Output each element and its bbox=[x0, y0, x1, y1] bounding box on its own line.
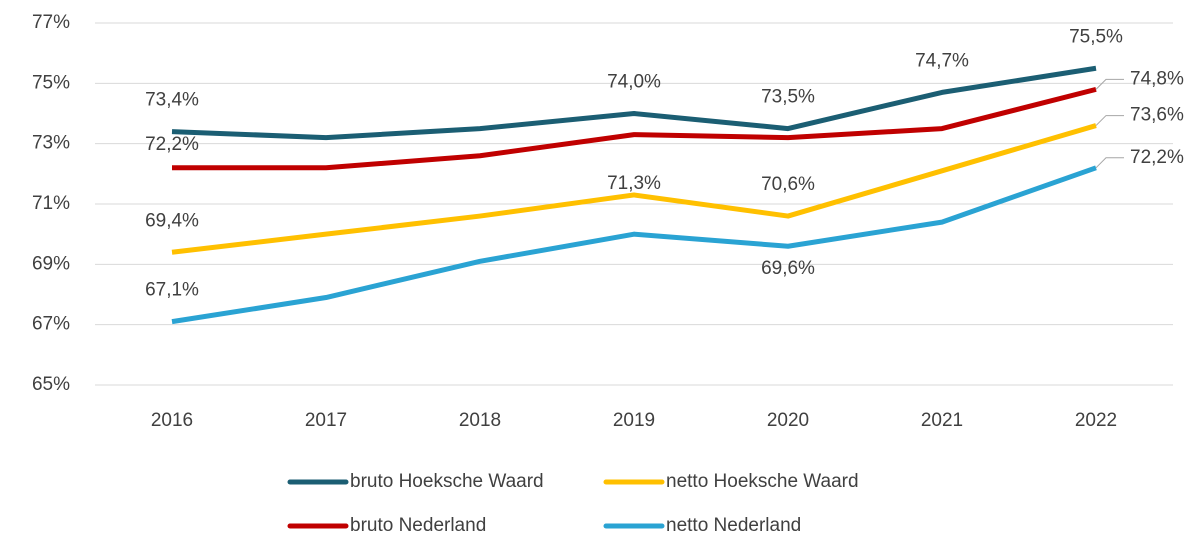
y-tick-label: 69% bbox=[32, 253, 70, 274]
data-label: 67,1% bbox=[145, 280, 199, 301]
legend-label: bruto Nederland bbox=[350, 515, 486, 536]
label-leader bbox=[1095, 78, 1124, 90]
x-tick-label: 2019 bbox=[613, 410, 655, 431]
legend-label: bruto Hoeksche Waard bbox=[350, 471, 544, 492]
y-tick-label: 65% bbox=[32, 374, 70, 395]
data-label: 75,5% bbox=[1069, 26, 1123, 47]
x-tick-label: 2022 bbox=[1075, 410, 1117, 431]
data-label: 73,5% bbox=[761, 87, 815, 108]
data-label: 69,6% bbox=[761, 258, 815, 279]
y-tick-label: 71% bbox=[32, 193, 70, 214]
data-label: 73,4% bbox=[145, 90, 199, 111]
series-line bbox=[171, 123, 1097, 255]
series-line bbox=[171, 65, 1097, 141]
data-label: 73,6% bbox=[1130, 105, 1184, 126]
data-label: 69,4% bbox=[145, 210, 199, 231]
x-tick-label: 2018 bbox=[459, 410, 501, 431]
data-label: 72,2% bbox=[145, 134, 199, 155]
y-tick-label: 77% bbox=[32, 12, 70, 33]
data-label: 72,2% bbox=[1130, 147, 1184, 168]
y-tick-label: 73% bbox=[32, 133, 70, 154]
label-leader bbox=[1095, 115, 1124, 126]
legend-label: netto Hoeksche Waard bbox=[666, 471, 859, 492]
data-label: 74,7% bbox=[915, 50, 969, 71]
y-tick-label: 75% bbox=[32, 72, 70, 93]
series-line bbox=[171, 165, 1097, 325]
data-label: 70,6% bbox=[761, 174, 815, 195]
series-line bbox=[172, 86, 1097, 171]
legend-label: netto Nederland bbox=[666, 515, 801, 536]
data-label: 74,8% bbox=[1130, 68, 1184, 89]
y-tick-label: 67% bbox=[32, 314, 70, 335]
data-label: 74,0% bbox=[607, 72, 661, 93]
data-label: 71,3% bbox=[607, 173, 661, 194]
x-tick-label: 2016 bbox=[151, 410, 193, 431]
x-tick-label: 2021 bbox=[921, 410, 963, 431]
x-tick-label: 2017 bbox=[305, 410, 347, 431]
label-leader bbox=[1095, 157, 1124, 169]
x-tick-label: 2020 bbox=[767, 410, 809, 431]
